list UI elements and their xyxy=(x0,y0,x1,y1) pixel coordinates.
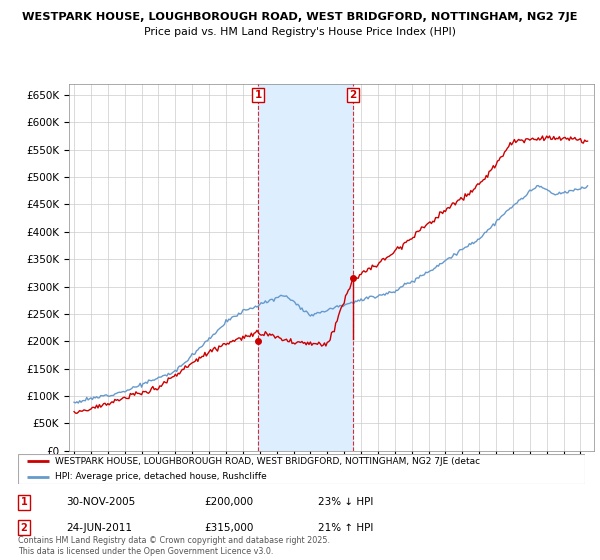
Text: Price paid vs. HM Land Registry's House Price Index (HPI): Price paid vs. HM Land Registry's House … xyxy=(144,27,456,37)
Text: 24-JUN-2011: 24-JUN-2011 xyxy=(66,522,132,533)
Text: Contains HM Land Registry data © Crown copyright and database right 2025.
This d: Contains HM Land Registry data © Crown c… xyxy=(18,536,330,556)
Text: 1: 1 xyxy=(20,497,28,507)
Text: 2: 2 xyxy=(20,522,28,533)
Text: 1: 1 xyxy=(255,90,262,100)
Text: WESTPARK HOUSE, LOUGHBOROUGH ROAD, WEST BRIDGFORD, NOTTINGHAM, NG2 7JE (detac: WESTPARK HOUSE, LOUGHBOROUGH ROAD, WEST … xyxy=(55,457,480,466)
Text: 23% ↓ HPI: 23% ↓ HPI xyxy=(318,497,373,507)
Text: 21% ↑ HPI: 21% ↑ HPI xyxy=(318,522,373,533)
Text: HPI: Average price, detached house, Rushcliffe: HPI: Average price, detached house, Rush… xyxy=(55,472,266,481)
Text: 30-NOV-2005: 30-NOV-2005 xyxy=(66,497,135,507)
Text: WESTPARK HOUSE, LOUGHBOROUGH ROAD, WEST BRIDGFORD, NOTTINGHAM, NG2 7JE: WESTPARK HOUSE, LOUGHBOROUGH ROAD, WEST … xyxy=(22,12,578,22)
Bar xyxy=(259,84,353,451)
Text: 2: 2 xyxy=(349,90,356,100)
Text: £315,000: £315,000 xyxy=(204,522,253,533)
Text: £200,000: £200,000 xyxy=(204,497,253,507)
